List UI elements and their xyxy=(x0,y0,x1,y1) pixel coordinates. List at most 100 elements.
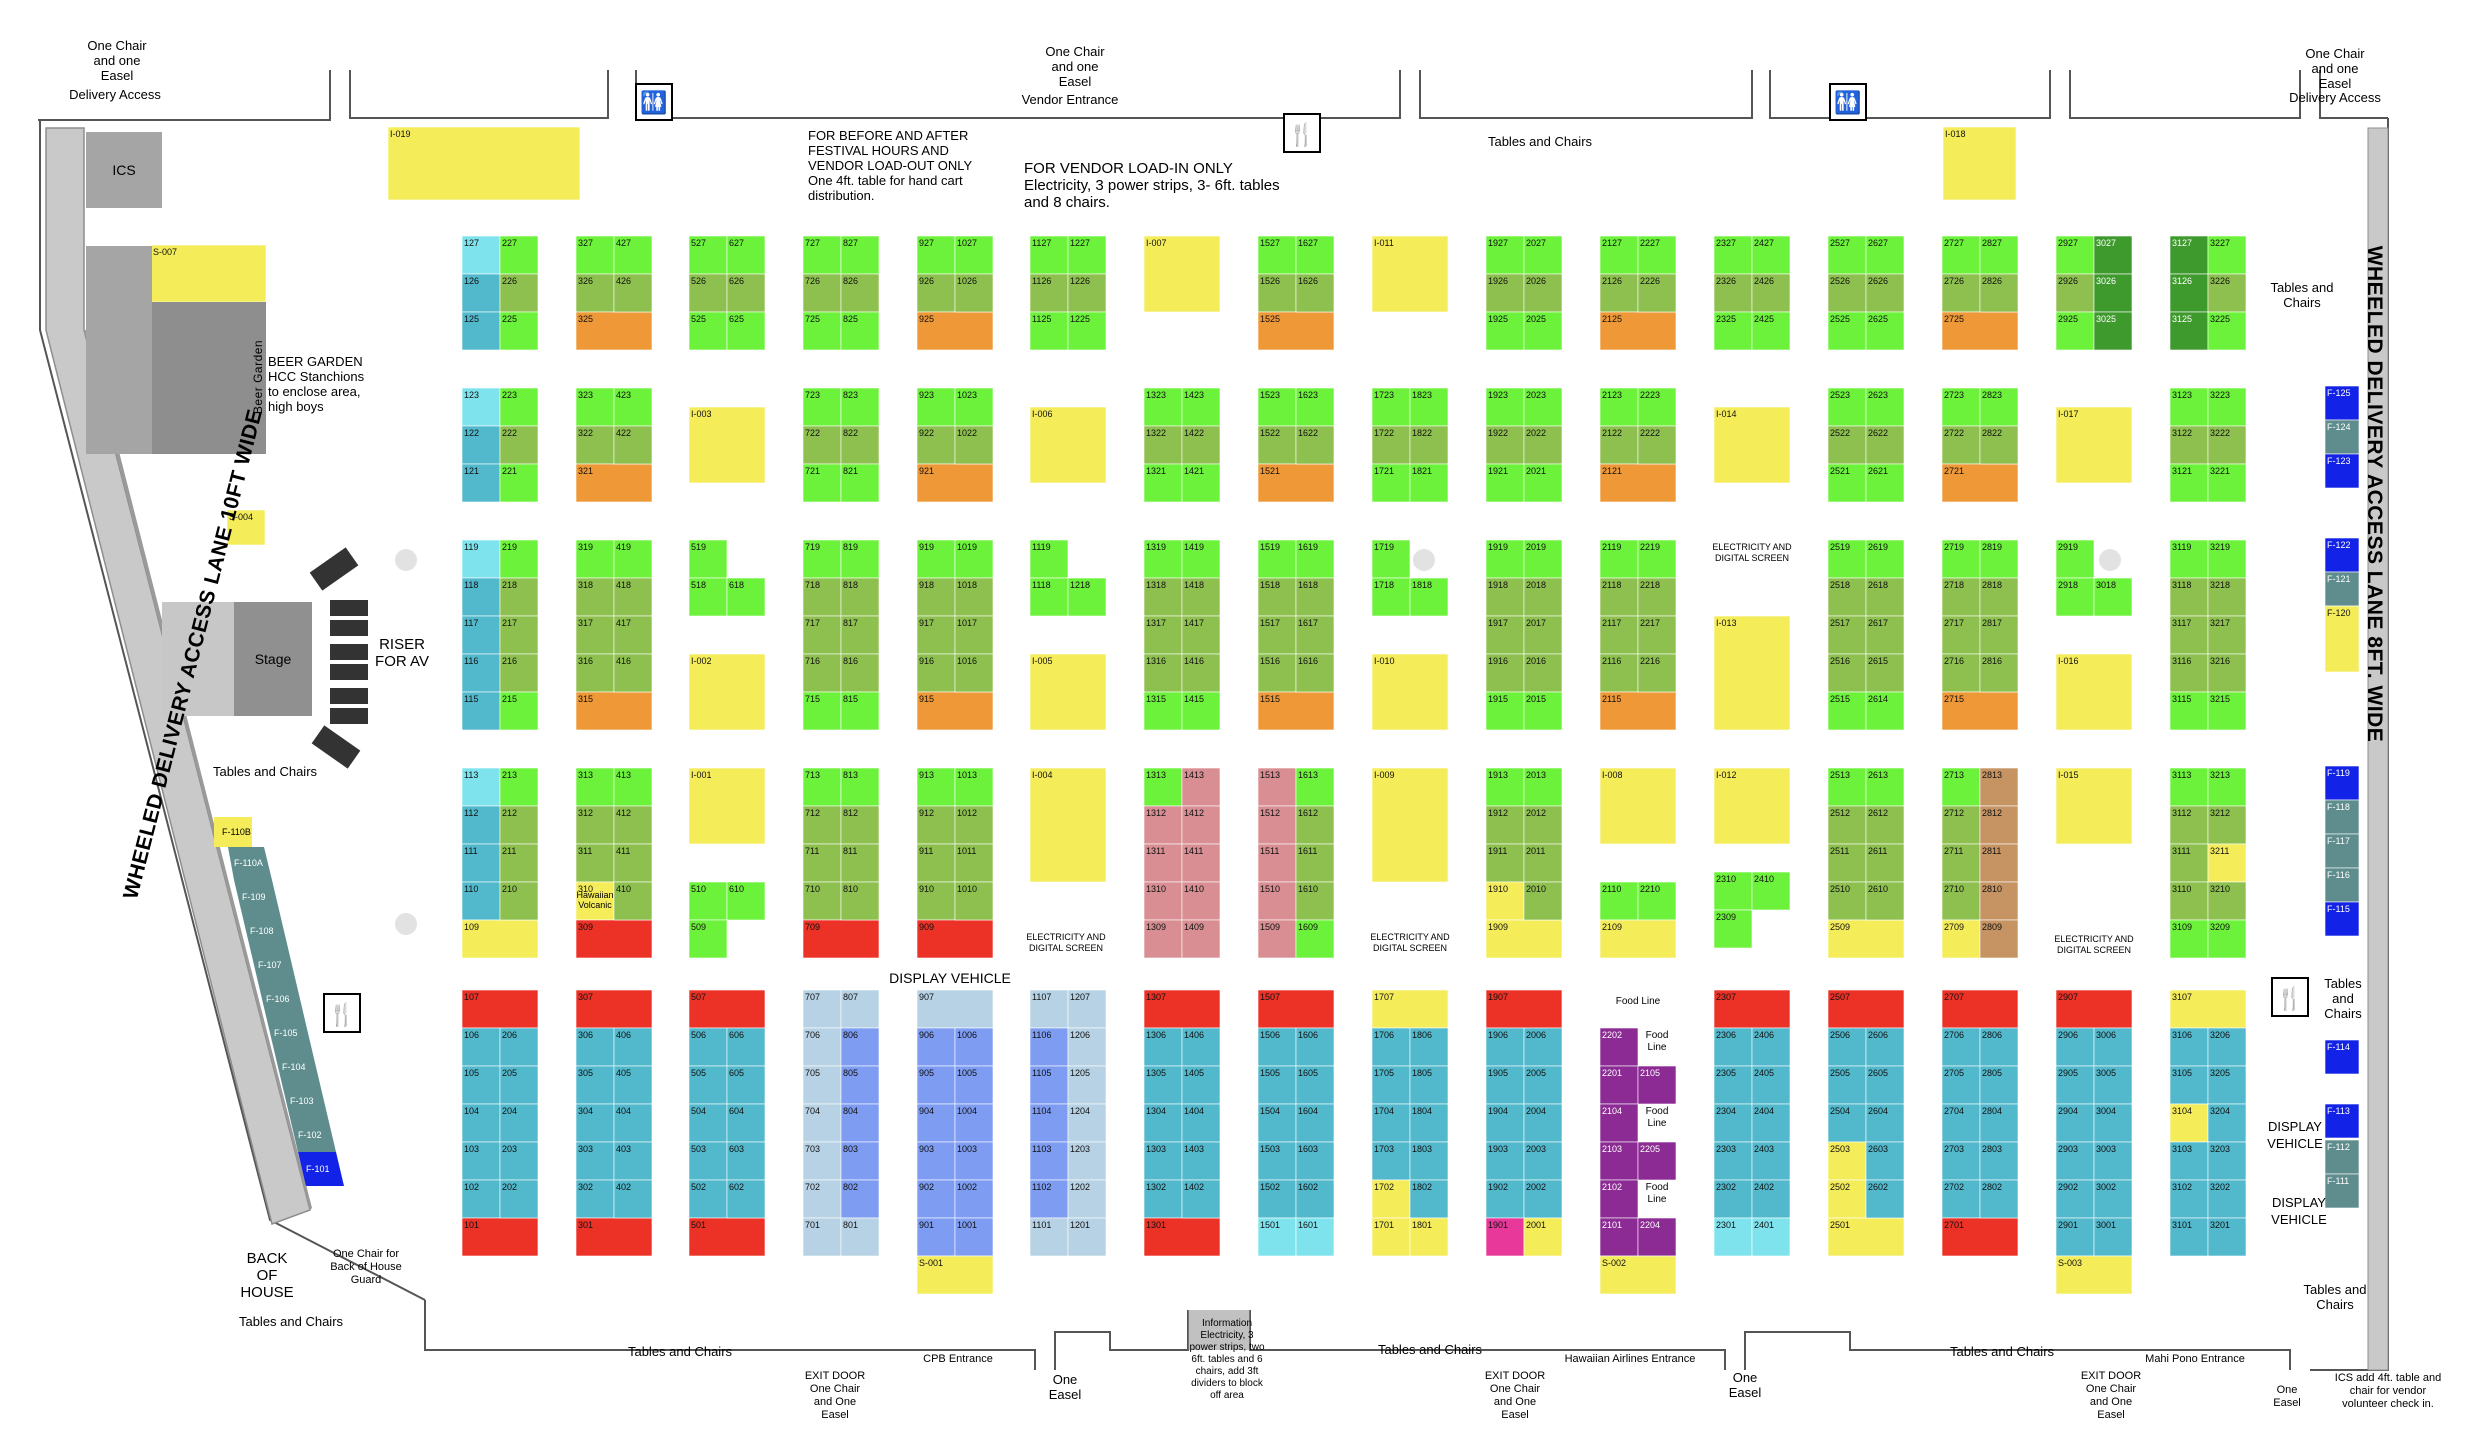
booth-box[interactable] xyxy=(688,406,766,484)
booth-2218[interactable]: 2218 xyxy=(1637,577,1677,617)
booth-box[interactable] xyxy=(461,805,501,845)
booth-2906[interactable]: 2906 xyxy=(2055,1027,2095,1067)
booth-1423[interactable]: 1423 xyxy=(1181,387,1221,427)
booth-box[interactable] xyxy=(499,273,539,313)
booth-box[interactable] xyxy=(1523,387,1563,427)
booth-816[interactable]: 816 xyxy=(840,653,880,693)
booth-box[interactable] xyxy=(1827,1027,1867,1067)
booth-box[interactable] xyxy=(1599,767,1677,845)
booth-1001[interactable]: 1001 xyxy=(954,1217,994,1257)
booth-box[interactable] xyxy=(575,767,615,807)
booth-416[interactable]: 416 xyxy=(613,653,653,693)
booth-box[interactable] xyxy=(575,1027,615,1067)
booth-box[interactable] xyxy=(613,425,653,465)
booth-box[interactable] xyxy=(1067,1027,1107,1067)
booth-box[interactable] xyxy=(726,1103,766,1143)
booth-box[interactable] xyxy=(575,919,653,959)
booth-605[interactable]: 605 xyxy=(726,1065,766,1105)
booth-box[interactable] xyxy=(916,1217,956,1257)
booth-I-013[interactable]: I-013 xyxy=(1713,615,1791,731)
booth-F-114[interactable]: F-114 xyxy=(2324,1039,2360,1075)
booth-box[interactable] xyxy=(1257,919,1297,959)
booth-2006[interactable]: 2006 xyxy=(1523,1027,1563,1067)
booth-box[interactable] xyxy=(2207,843,2247,883)
booth-box[interactable] xyxy=(1979,1141,2019,1181)
booth-2116[interactable]: 2116 xyxy=(1599,653,1639,693)
booth-box[interactable] xyxy=(802,311,842,351)
booth-box[interactable] xyxy=(2169,1103,2209,1143)
booth-2504[interactable]: 2504 xyxy=(1827,1103,1867,1143)
booth-518[interactable]: 518 xyxy=(688,577,728,617)
booth-box[interactable] xyxy=(575,425,615,465)
booth-F-123[interactable]: F-123 xyxy=(2324,453,2360,489)
booth-box[interactable] xyxy=(1181,691,1221,731)
booth-2926[interactable]: 2926 xyxy=(2055,273,2095,313)
booth-3101[interactable]: 3101 xyxy=(2169,1217,2209,1257)
booth-box[interactable] xyxy=(1371,387,1411,427)
booth-box[interactable] xyxy=(1409,1217,1449,1257)
booth-box[interactable] xyxy=(2207,1217,2247,1257)
booth-box[interactable] xyxy=(1865,767,1905,807)
booth-626[interactable]: 626 xyxy=(726,273,766,313)
booth-1207[interactable]: 1207 xyxy=(1067,989,1107,1029)
booth-box[interactable] xyxy=(1637,273,1677,313)
booth-3112[interactable]: 3112 xyxy=(2169,805,2209,845)
booth-box[interactable] xyxy=(1941,989,2019,1029)
booth-box[interactable] xyxy=(840,311,880,351)
booth-2501[interactable]: 2501 xyxy=(1827,1217,1905,1257)
booth-2405[interactable]: 2405 xyxy=(1751,1065,1791,1105)
booth-2302[interactable]: 2302 xyxy=(1713,1179,1753,1219)
booth-3205[interactable]: 3205 xyxy=(2207,1065,2247,1105)
booth-1619[interactable]: 1619 xyxy=(1295,539,1335,579)
booth-box[interactable] xyxy=(840,539,880,579)
booth-216[interactable]: 216 xyxy=(499,653,539,693)
booth-526[interactable]: 526 xyxy=(688,273,728,313)
booth-1107[interactable]: 1107 xyxy=(1029,989,1069,1029)
booth-2803[interactable]: 2803 xyxy=(1979,1141,2019,1181)
booth-404[interactable]: 404 xyxy=(613,1103,653,1143)
booth-119[interactable]: 119 xyxy=(461,539,501,579)
booth-302[interactable]: 302 xyxy=(575,1179,615,1219)
booth-1413[interactable]: 1413 xyxy=(1181,767,1221,807)
booth-box[interactable] xyxy=(613,1027,653,1067)
booth-box[interactable] xyxy=(2169,273,2209,313)
booth-1526[interactable]: 1526 xyxy=(1257,273,1297,313)
booth-box[interactable] xyxy=(726,273,766,313)
booth-2811[interactable]: 2811 xyxy=(1979,843,2019,883)
booth-1906[interactable]: 1906 xyxy=(1485,1027,1525,1067)
booth-2125[interactable]: 2125 xyxy=(1599,311,1677,351)
booth-box[interactable] xyxy=(1143,1179,1183,1219)
booth-1019[interactable]: 1019 xyxy=(954,539,994,579)
booth-box[interactable] xyxy=(916,1255,994,1295)
booth-3104[interactable]: 3104 xyxy=(2169,1103,2209,1143)
booth-2822[interactable]: 2822 xyxy=(1979,425,2019,465)
booth-1017[interactable]: 1017 xyxy=(954,615,994,655)
booth-2204[interactable]: 2204 xyxy=(1637,1217,1677,1257)
booth-box[interactable] xyxy=(688,273,728,313)
booth-3215[interactable]: 3215 xyxy=(2207,691,2247,731)
booth-3213[interactable]: 3213 xyxy=(2207,767,2247,807)
booth-box[interactable] xyxy=(2169,1179,2209,1219)
booth-2612[interactable]: 2612 xyxy=(1865,805,1905,845)
booth-116[interactable]: 116 xyxy=(461,653,501,693)
booth-2907[interactable]: 2907 xyxy=(2055,989,2133,1029)
booth-box[interactable] xyxy=(1067,1217,1107,1257)
booth-box[interactable] xyxy=(1865,311,1905,351)
booth-box[interactable] xyxy=(1865,843,1905,883)
booth-323[interactable]: 323 xyxy=(575,387,615,427)
booth-309[interactable]: 309 xyxy=(575,919,653,959)
booth-1513[interactable]: 1513 xyxy=(1257,767,1297,807)
booth-box[interactable] xyxy=(575,989,653,1029)
booth-box[interactable] xyxy=(1029,577,1069,617)
booth-3106[interactable]: 3106 xyxy=(2169,1027,2209,1067)
booth-box[interactable] xyxy=(2093,235,2133,275)
booth-box[interactable] xyxy=(1181,881,1221,921)
booth-2903[interactable]: 2903 xyxy=(2055,1141,2095,1181)
booth-1306[interactable]: 1306 xyxy=(1143,1027,1183,1067)
booth-2505[interactable]: 2505 xyxy=(1827,1065,1867,1105)
booth-3103[interactable]: 3103 xyxy=(2169,1141,2209,1181)
booth-2427[interactable]: 2427 xyxy=(1751,235,1791,275)
booth-2709[interactable]: 2709 xyxy=(1941,919,1981,959)
booth-3110[interactable]: 3110 xyxy=(2169,881,2209,921)
booth-box[interactable] xyxy=(1257,273,1297,313)
